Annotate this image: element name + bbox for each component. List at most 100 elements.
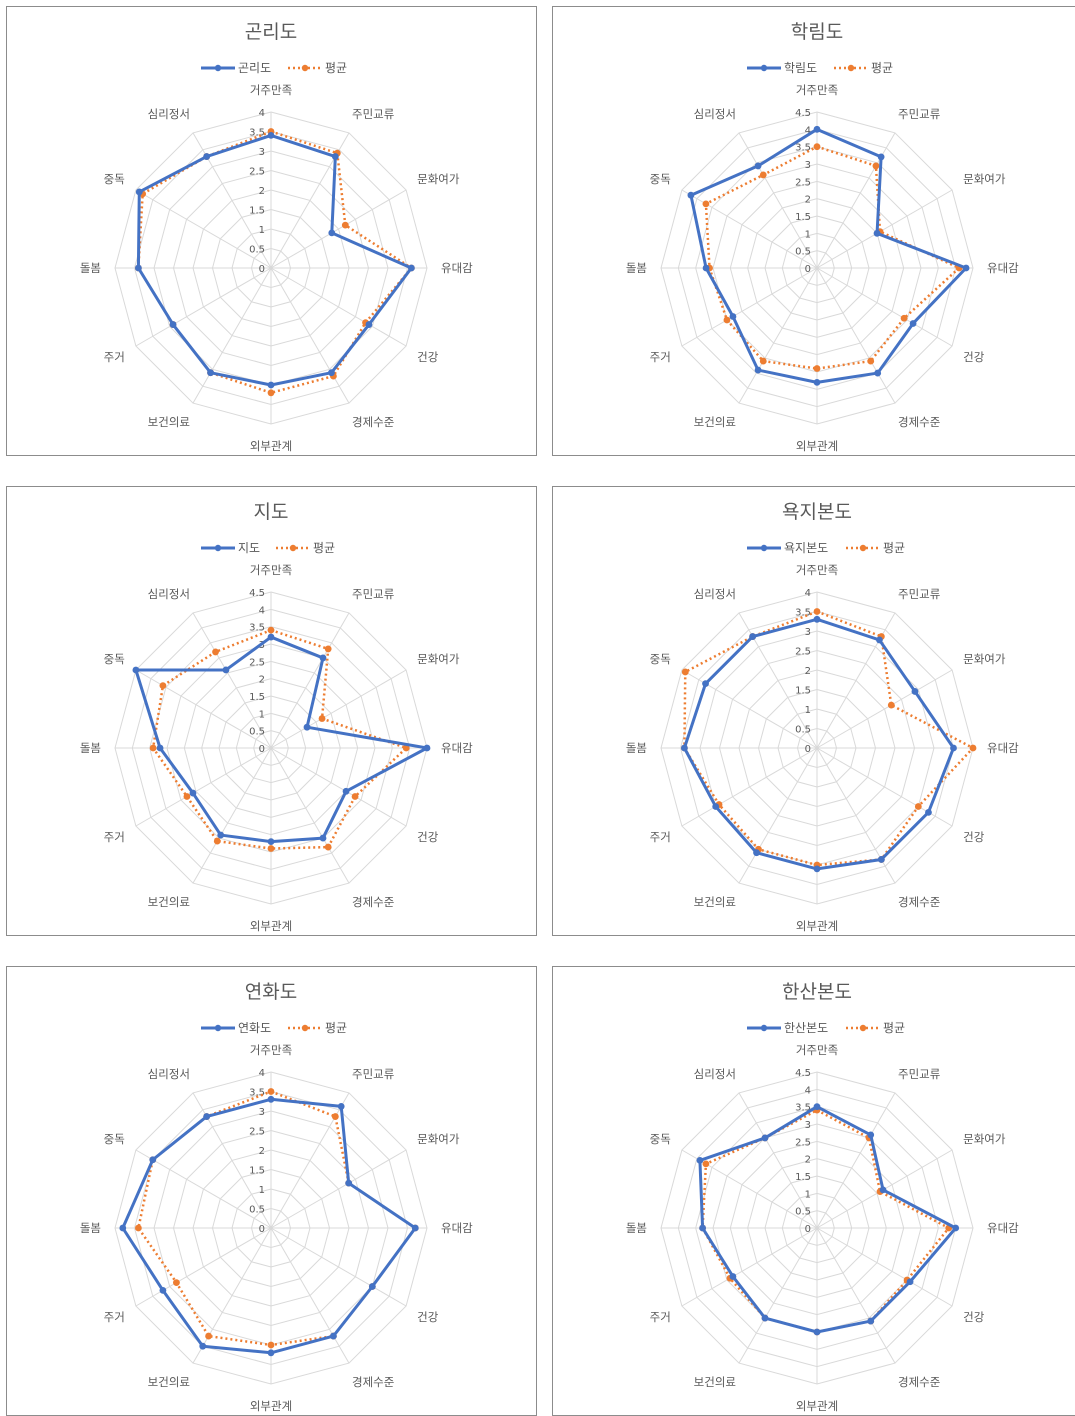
chart-title: 곤리도 (245, 21, 297, 43)
tick-label: 3 (259, 147, 265, 158)
category-label: 건강 (963, 1310, 985, 1324)
data-point (813, 365, 821, 372)
series-island (687, 125, 970, 386)
grid-spoke (816, 132, 896, 269)
series-line-average (683, 610, 975, 867)
category-label: 유대감 (441, 1221, 473, 1235)
data-point (341, 221, 349, 229)
category-label: 문화여가 (417, 172, 460, 186)
category-label: 보건의료 (694, 895, 736, 909)
tick-label: 2 (259, 186, 265, 197)
category-label: 주거 (104, 830, 125, 844)
tick-label: 3.5 (249, 1088, 265, 1099)
radar-grid (114, 111, 428, 425)
legend: 지도 평균 (201, 541, 335, 555)
radar-grid (114, 591, 428, 905)
tick-label: 2.5 (795, 177, 811, 188)
data-point (213, 837, 221, 845)
series-average (699, 1106, 953, 1336)
grid-spoke (681, 267, 818, 347)
data-point (267, 381, 275, 389)
tick-label: 2 (259, 675, 265, 686)
data-point (813, 1328, 821, 1336)
data-point (759, 171, 767, 179)
data-point (135, 1224, 142, 1232)
legend-marker-average (301, 1024, 309, 1032)
data-point (408, 264, 415, 272)
tick-label: 3.5 (249, 623, 265, 634)
data-point (183, 793, 191, 800)
grid-spoke (135, 669, 272, 749)
category-label: 주거 (104, 1310, 125, 1324)
category-label: 유대감 (987, 741, 1019, 755)
data-point (699, 1224, 706, 1232)
tick-label: 0 (259, 744, 265, 755)
tick-label: 3.5 (795, 143, 811, 154)
grid-spoke (816, 1227, 896, 1364)
data-point (702, 680, 709, 688)
chart-title: 지도 (254, 501, 289, 523)
grid-spoke (135, 267, 272, 347)
tick-label: 1.5 (795, 1172, 811, 1183)
data-point (135, 188, 143, 196)
category-label: 경제수준 (352, 415, 394, 429)
tick-label: 1 (805, 705, 811, 716)
data-point (351, 793, 359, 800)
data-point (267, 1095, 275, 1103)
category-label: 주민교류 (898, 1067, 940, 1081)
tick-label: 2.5 (795, 1137, 811, 1148)
grid-spoke (270, 1149, 407, 1229)
tick-label: 1 (259, 225, 265, 236)
grid-spoke (270, 612, 350, 749)
series-average (681, 608, 977, 869)
data-point (267, 633, 275, 641)
data-point (189, 789, 197, 797)
data-point (759, 357, 767, 365)
category-label: 돌봄 (626, 261, 647, 275)
grid-spoke (816, 669, 953, 749)
category-label: 외부관계 (796, 439, 838, 453)
tick-label: 3 (259, 1107, 265, 1118)
data-point (156, 744, 164, 752)
category-label: 유대감 (987, 1221, 1019, 1235)
data-point (402, 744, 410, 752)
data-point (331, 153, 339, 160)
series-island (119, 1095, 419, 1357)
category-label: 경제수준 (898, 415, 940, 429)
series-island (696, 1103, 960, 1336)
category-label: 심리정서 (694, 1067, 736, 1081)
series-line-average (704, 145, 961, 370)
legend-marker-average (301, 64, 309, 72)
grid-spoke (816, 267, 896, 404)
data-point (681, 744, 688, 752)
data-point (876, 636, 883, 644)
category-label: 중독 (104, 652, 125, 666)
category-label: 중독 (104, 1132, 125, 1146)
data-point (205, 1332, 213, 1340)
legend-marker-island (214, 64, 222, 72)
legend-marker-average (847, 64, 855, 72)
legend-marker-island (760, 544, 768, 552)
category-label: 거주만족 (250, 83, 292, 97)
legend-label-island: 학림도 (784, 61, 817, 75)
data-point (723, 316, 731, 324)
legend-label-island: 지도 (238, 541, 260, 555)
legend: 곤리도 평균 (201, 61, 347, 75)
data-point (169, 321, 177, 328)
tick-label: 3 (805, 1120, 811, 1131)
legend-marker-island (214, 1024, 222, 1032)
tick-label: 2.5 (249, 1127, 265, 1138)
data-point (681, 668, 689, 676)
radar-chart-panel: 학림도 학림도 평균 0 0.5 1 1.5 2 2.5 3 3.5 4 4.5 거주만족 주민교류 문화여가… (552, 6, 1075, 456)
data-point (135, 264, 142, 272)
tick-label: 4 (259, 605, 265, 616)
category-label: 외부관계 (796, 1399, 838, 1413)
data-point (761, 1134, 769, 1142)
data-point (813, 615, 821, 623)
tick-label: 2 (805, 195, 811, 206)
tick-label: 2 (805, 666, 811, 677)
data-point (267, 1349, 275, 1357)
